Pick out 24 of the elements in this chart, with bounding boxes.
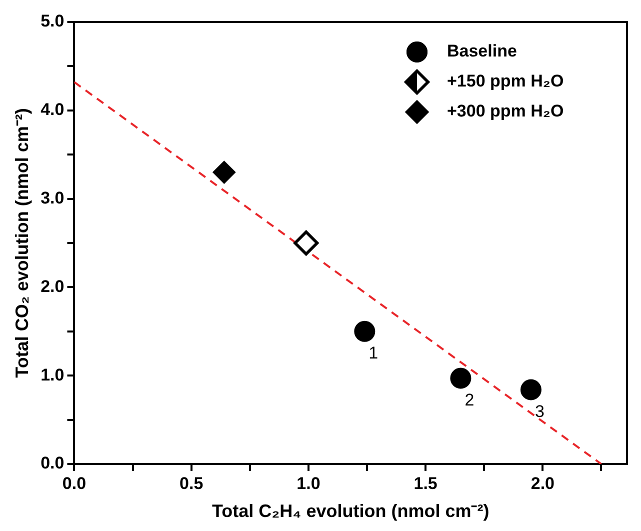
annotation: 3 (534, 402, 544, 421)
x-tick-label: 0.5 (180, 474, 204, 493)
x-tick-label: 1.0 (296, 474, 320, 493)
y-tick-label: 1.0 (40, 365, 64, 384)
legend-label: +300 ppm H₂O (447, 102, 564, 121)
x-tick-label: 0.0 (62, 474, 86, 493)
point (294, 230, 319, 256)
annotation: 1 (368, 344, 378, 363)
x-tick-label: 2.0 (530, 474, 554, 493)
y-tick-label: 5.0 (40, 12, 64, 31)
y-tick-label: 3.0 (40, 188, 64, 208)
x-tick-label: 1.5 (414, 474, 438, 493)
y-tick-label: 0.0 (40, 454, 64, 473)
point (450, 368, 472, 389)
y-axis-title: Total CO₂ evolution (nmol cm⁻²) (12, 108, 32, 378)
legend-label: Baseline (447, 42, 517, 61)
point (354, 320, 376, 342)
y-tick-label: 2.0 (40, 276, 64, 296)
point (520, 379, 542, 400)
y-tick-label: 4.0 (40, 100, 64, 120)
x-axis-title: Total C₂H₄ evolution (nmol cm⁻²) (212, 501, 490, 522)
point (212, 160, 236, 184)
legend-label: +150 ppm H₂O (447, 72, 564, 91)
annotation: 2 (464, 390, 474, 410)
